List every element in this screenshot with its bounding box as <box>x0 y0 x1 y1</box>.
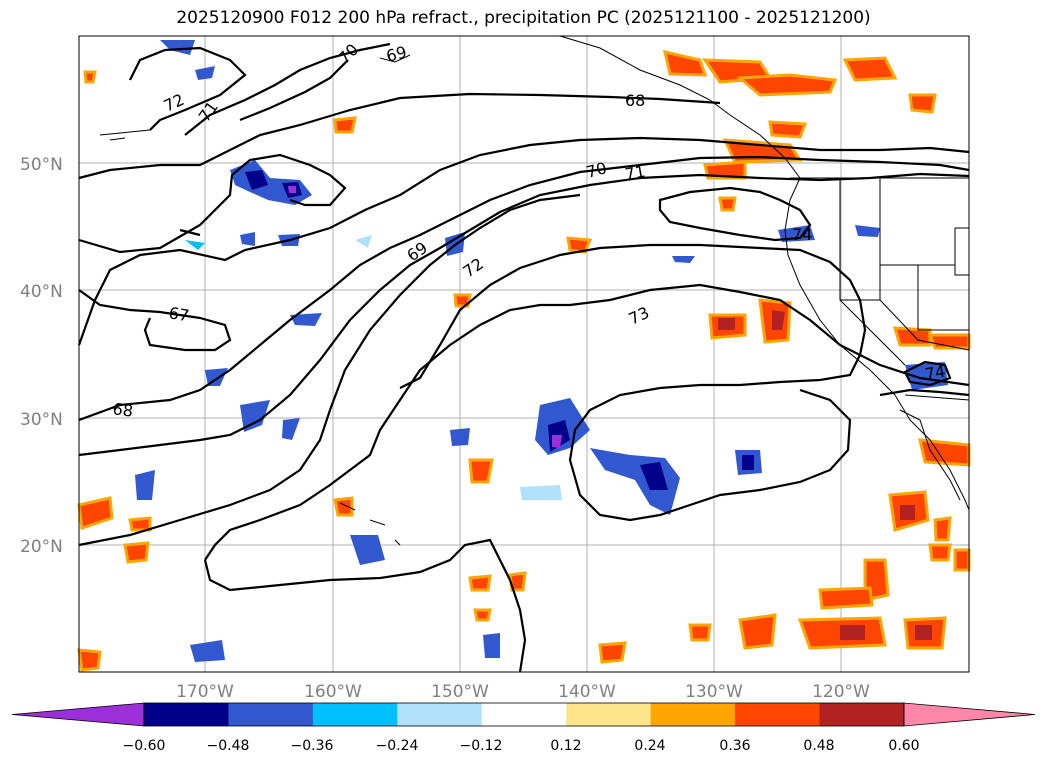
map-area <box>79 36 969 672</box>
colorbar-tick-label: 0.36 <box>719 738 750 754</box>
colorbar-tick-label: −0.24 <box>376 738 419 754</box>
colorbar-extend-min <box>11 702 145 727</box>
contour-label: 67 <box>167 303 190 325</box>
colorbar-segment <box>566 703 652 726</box>
contour-label: 68 <box>625 91 645 110</box>
colorbar-tick-label: −0.36 <box>291 738 334 754</box>
colorbar-frame <box>143 702 905 727</box>
refractivity-contours <box>77 42 970 673</box>
contour-label: 71 <box>623 162 646 184</box>
precip-positive <box>77 50 971 672</box>
colorbar-segment <box>228 703 314 726</box>
colorbar-tick-label: 0.48 <box>803 738 834 754</box>
colorbar-tick-label: −0.48 <box>207 738 250 754</box>
colorbar <box>11 702 1036 727</box>
contour-label: 74 <box>792 225 812 244</box>
lon-label-160w: 160°W <box>304 682 362 702</box>
lat-label-20n: 20°N <box>20 537 63 557</box>
colorbar-tick-label: 0.12 <box>550 738 581 754</box>
lon-label-140w: 140°W <box>558 682 616 702</box>
colorbar-segment <box>397 703 483 726</box>
colorbar-segment <box>312 703 398 726</box>
colorbar-tick-label: −0.12 <box>460 738 503 754</box>
lon-label-170w: 170°W <box>176 682 234 702</box>
colorbar-segment <box>735 703 821 726</box>
lat-label-30n: 30°N <box>20 410 63 430</box>
map-frame <box>78 35 970 673</box>
colorbar-tick-label: 0.60 <box>888 738 919 754</box>
contour-label: 74 <box>923 362 946 384</box>
lon-label-120w: 120°W <box>812 682 870 702</box>
colorbar-extend-max <box>903 702 1036 727</box>
contour-label: 70 <box>584 158 609 182</box>
contour-label: 68 <box>111 399 134 421</box>
lon-label-150w: 150°W <box>431 682 489 702</box>
colorbar-segment <box>650 703 736 726</box>
colorbar-segment <box>144 703 229 726</box>
longitude-labels: 170°W 160°W 150°W 140°W 130°W 120°W <box>176 682 870 702</box>
colorbar-tick-label: 0.24 <box>634 738 665 754</box>
colorbar-segment <box>481 703 567 726</box>
colorbar-tick-label: −0.60 <box>123 738 166 754</box>
lat-label-50n: 50°N <box>20 155 63 175</box>
colorbar-segment <box>819 703 905 726</box>
lon-label-130w: 130°W <box>685 682 743 702</box>
colorbar-ticks: −0.60 −0.48 −0.36 −0.24 −0.12 0.12 0.24 … <box>123 738 920 754</box>
latitude-labels: 50°N 40°N 30°N 20°N <box>20 155 63 557</box>
graticule <box>79 36 969 672</box>
map-title: 2025120900 F012 200 hPa refract., precip… <box>176 8 871 28</box>
contour-label: 69 <box>384 42 409 66</box>
lat-label-40n: 40°N <box>20 282 63 302</box>
